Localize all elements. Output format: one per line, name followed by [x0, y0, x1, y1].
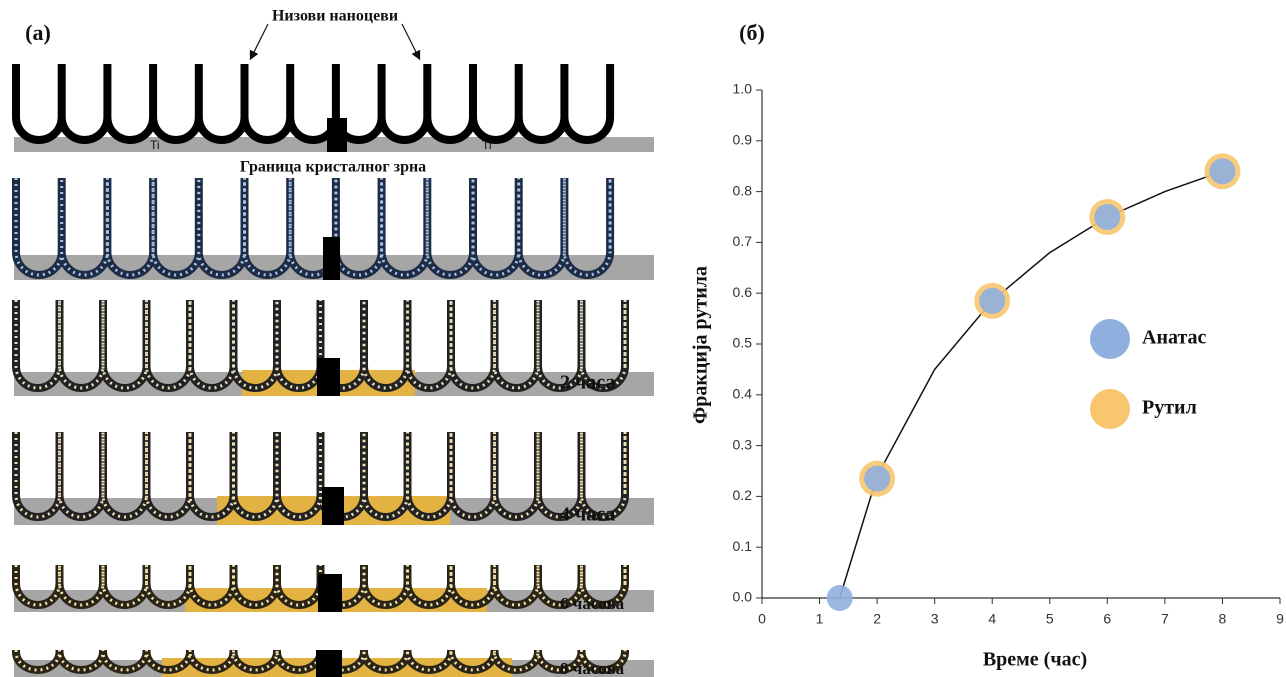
panel-label: (а) — [25, 20, 51, 45]
y-tick-label: 0.3 — [733, 436, 753, 452]
chart: 0.0 0.1 0.2 0.3 0.4 0.5 0.6 0.7 0.8 0.9 1.0 0 1 2 3 4 5 6… — [733, 81, 1285, 627]
x-tick-label: 3 — [931, 611, 939, 627]
top-label: Низови наноцеви — [272, 8, 398, 25]
point — [979, 287, 1006, 314]
time-label: 2 часа — [560, 372, 615, 394]
arrow — [249, 23, 269, 61]
y-axis-label: Фракција рутила — [690, 266, 712, 424]
x-tick-label: 9 — [1276, 611, 1284, 627]
y-tick-label: 0.7 — [733, 233, 753, 249]
y-tick-label: 0.8 — [733, 182, 753, 198]
x-tick-label: 5 — [1046, 611, 1054, 627]
x-tick-label: 2 — [873, 611, 881, 627]
y-tick-label: 0.5 — [733, 335, 753, 351]
x-tick-label: 6 — [1103, 611, 1111, 627]
point — [864, 465, 891, 492]
boundary-label: Граница кристалног зрна — [240, 159, 426, 176]
legend-label: Рутил — [1142, 397, 1197, 419]
substrate-label: Ti — [150, 138, 160, 152]
y-tick-label: 0.0 — [733, 589, 753, 605]
x-tick-label: 8 — [1219, 611, 1227, 627]
y-tick-label: 0.4 — [733, 386, 753, 402]
point — [826, 585, 853, 611]
fit-curve — [838, 170, 1223, 599]
x-tick-label: 0 — [758, 611, 766, 627]
substrate-label: Ti — [482, 138, 492, 152]
time-label: 8 часова — [560, 659, 625, 677]
panel-label: (б) — [739, 20, 765, 45]
legend-swatch — [1090, 319, 1130, 359]
nanotube-grains — [14, 300, 627, 390]
grain-boundary — [316, 650, 342, 677]
point — [1209, 158, 1236, 185]
nanotubes — [12, 432, 629, 521]
y-tick-label: 0.2 — [733, 487, 753, 503]
grain-boundary — [317, 358, 340, 396]
x-tick-label: 4 — [988, 611, 996, 627]
nanotube-grains — [14, 432, 627, 519]
grain-boundary — [327, 118, 347, 152]
grain-boundary — [323, 237, 340, 280]
y-tick-label: 1.0 — [733, 81, 753, 97]
tube-diagram — [12, 64, 654, 677]
point — [1094, 204, 1121, 230]
nanotubes — [12, 64, 615, 144]
grain-boundary — [318, 574, 342, 612]
x-tick-label: 7 — [1161, 611, 1169, 627]
x-axis-label: Време (час) — [983, 649, 1087, 671]
y-tick-label: 0.9 — [733, 132, 753, 148]
y-tick-label: 0.6 — [733, 284, 753, 300]
x-tick-label: 1 — [816, 611, 824, 627]
time-label: 6 часова — [560, 594, 625, 613]
time-label: 4 часа — [560, 504, 615, 526]
y-tick-label: 0.1 — [733, 538, 753, 554]
legend-swatch — [1090, 389, 1130, 429]
legend-label: Анатас — [1142, 327, 1207, 349]
grain-boundary — [322, 487, 344, 525]
arrow — [401, 23, 421, 61]
nanotube-grains — [14, 178, 612, 277]
